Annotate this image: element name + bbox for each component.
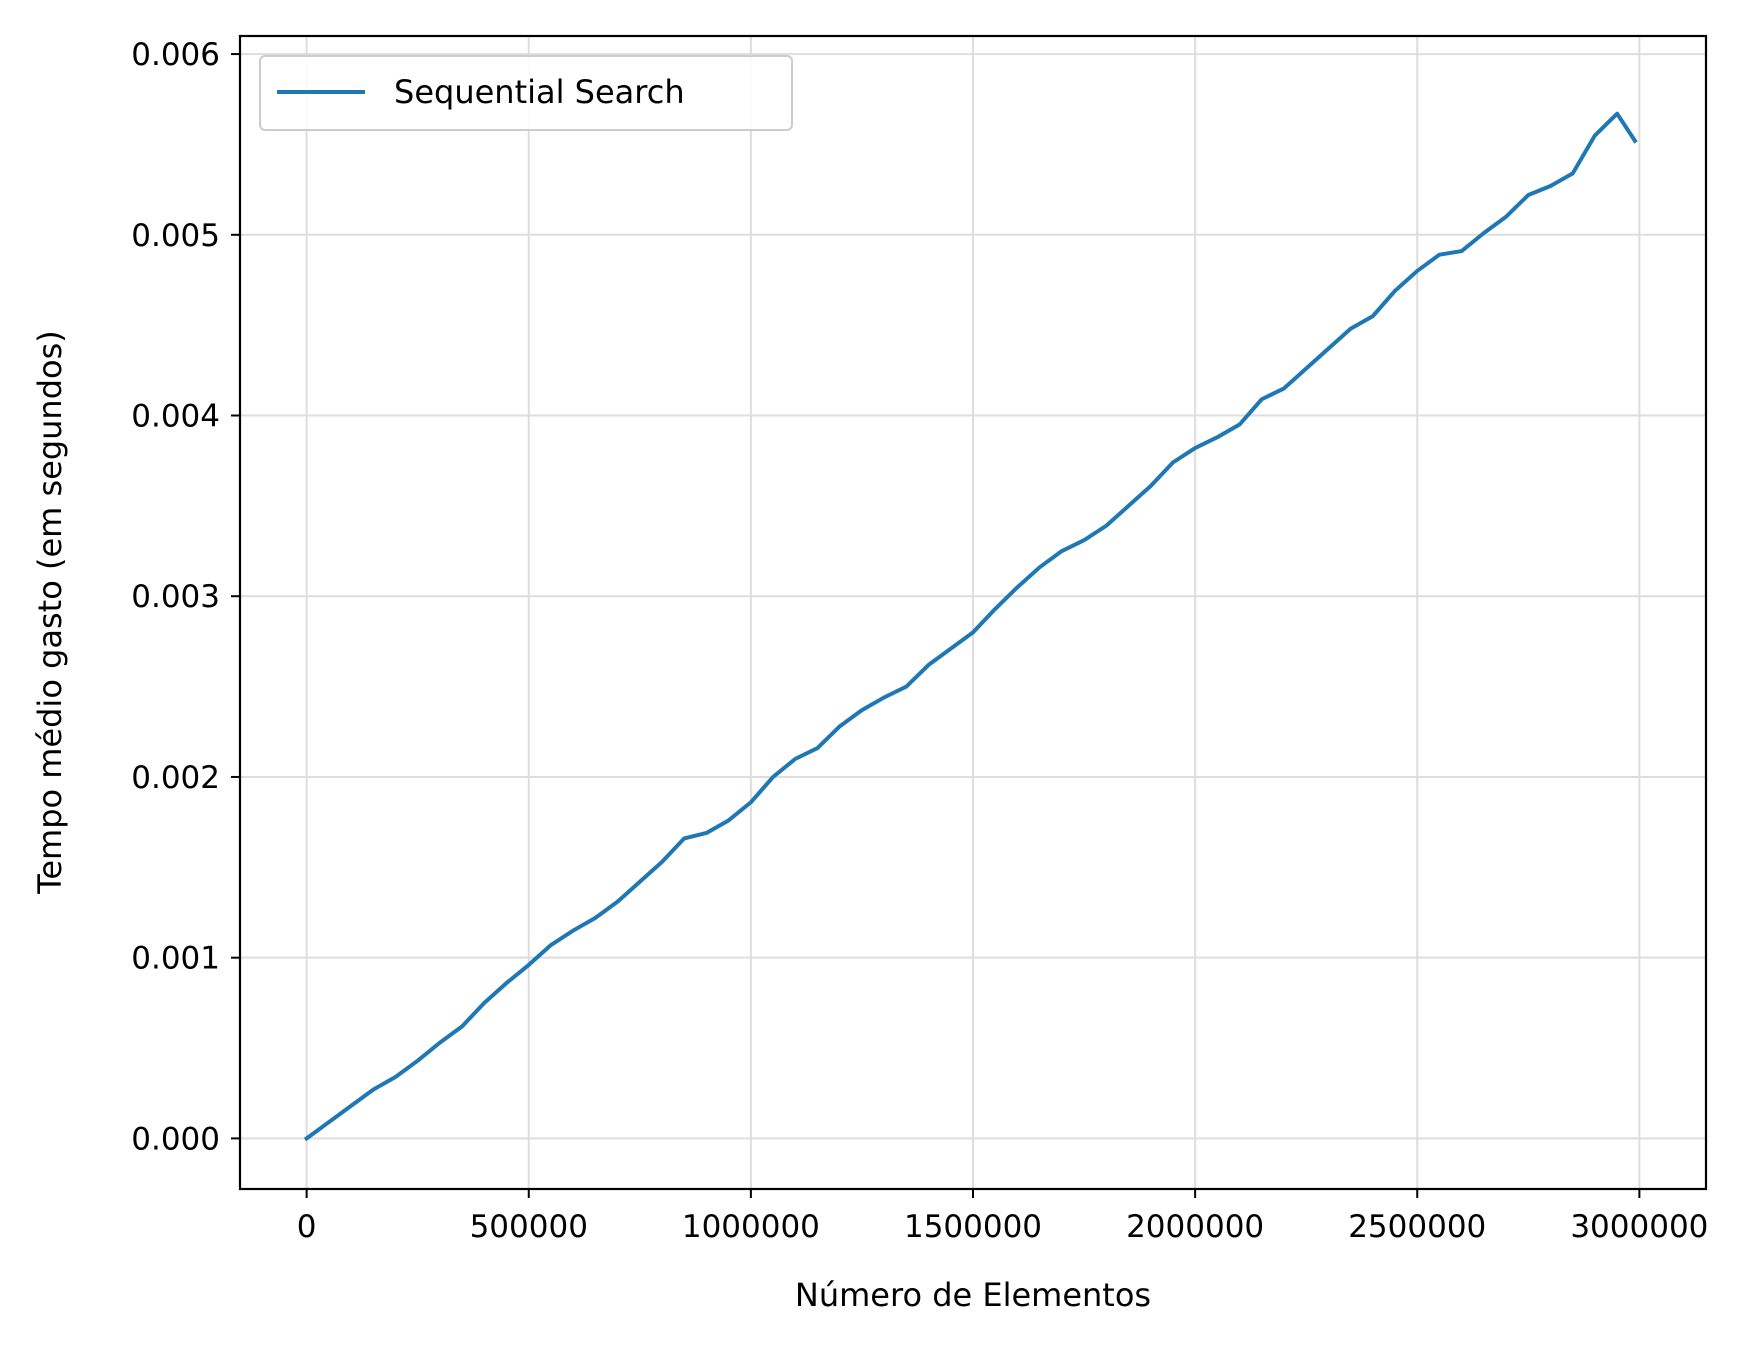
y-tick-label: 0.005	[131, 218, 220, 254]
series-line-sequential-search	[303, 111, 1638, 1142]
y-tick-label: 0.006	[131, 37, 220, 73]
x-axis: 0 500000 1000000 1500000 2000000 2500000 30000…	[297, 1189, 1708, 1245]
legend-box	[259, 55, 793, 131]
y-axis-label: Tempo médio gasto (em segundos)	[31, 330, 69, 895]
y-tick-label: 0.000	[131, 1121, 220, 1157]
x-tick-label: 500000	[470, 1209, 588, 1245]
y-tick-label: 0.001	[131, 941, 220, 977]
legend-entry-sequential-search: Sequential Search	[394, 73, 685, 111]
y-tick-label: 0.003	[131, 579, 220, 615]
x-axis-label: Número de Elementos	[795, 1276, 1151, 1314]
x-tick-label: 2500000	[1348, 1209, 1486, 1245]
x-tick-label: 3000000	[1570, 1209, 1708, 1245]
x-tick-label: 0	[297, 1209, 317, 1245]
x-tick-label: 1500000	[904, 1209, 1042, 1245]
y-axis: 0.000 0.001 0.002 0.003 0.004 0.005 0.006	[131, 37, 240, 1157]
x-tick-label: 2000000	[1126, 1209, 1264, 1245]
series-layer	[303, 111, 1638, 1142]
y-tick-label: 0.002	[131, 760, 220, 796]
legend: Sequential Search	[259, 55, 793, 131]
y-tick-label: 0.004	[131, 399, 220, 435]
grid-lines	[240, 36, 1706, 1189]
x-tick-label: 1000000	[682, 1209, 820, 1245]
